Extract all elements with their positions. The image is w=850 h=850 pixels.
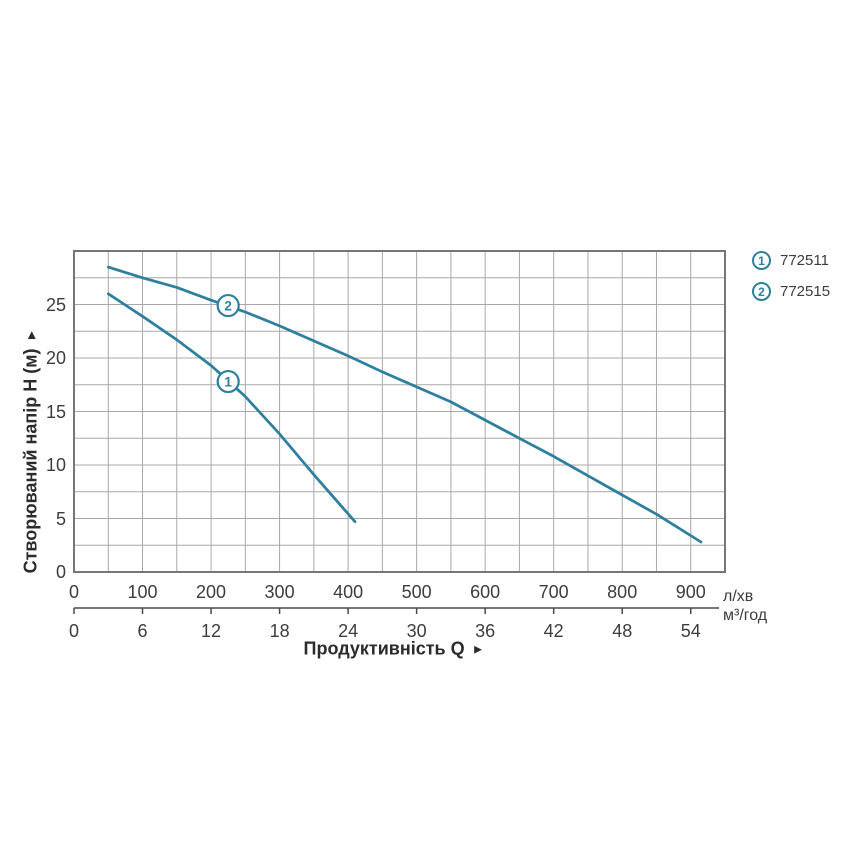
- y-tick-label-0: 0: [55, 562, 66, 582]
- x-secondary-tick-label-6: 6: [137, 621, 148, 641]
- primary-unit-label: л/хв: [723, 588, 754, 605]
- x-axis-title: Продуктивність Q ►: [304, 639, 485, 660]
- x-axis-arrow-icon: ►: [471, 641, 485, 657]
- x-secondary-tick-label-36: 36: [475, 621, 496, 641]
- curve-marker-2: 2: [216, 293, 240, 318]
- x-secondary-tick-label-24: 24: [338, 621, 359, 641]
- x-primary-tick-label-100: 100: [127, 582, 158, 602]
- svg-text:1: 1: [224, 374, 232, 389]
- legend: 1 772511 2 772515: [752, 251, 830, 301]
- y-tick-label-10: 10: [45, 455, 66, 475]
- secondary-x-axis: [73, 607, 719, 614]
- x-primary-tick-label-300: 300: [264, 582, 295, 602]
- x-axis-title-text: Продуктивність Q: [303, 638, 465, 659]
- x-primary-tick-label-700: 700: [538, 582, 569, 602]
- x-primary-tick-label-800: 800: [607, 582, 638, 602]
- y-tick-label-25: 25: [45, 294, 66, 315]
- x-primary-tick-label-0: 0: [68, 582, 79, 602]
- x-secondary-tick-label-12: 12: [201, 621, 222, 641]
- secondary-unit-label: м³/год: [723, 607, 768, 624]
- x-secondary-tick-label-18: 18: [269, 621, 290, 641]
- series-1-label: 772511: [780, 252, 829, 269]
- y-tick-label-20: 20: [45, 348, 66, 368]
- x-primary-tick-label-400: 400: [333, 582, 364, 602]
- svg-text:2: 2: [224, 298, 232, 313]
- x-primary-tick-label-600: 600: [470, 582, 501, 602]
- curve-772511: [106, 292, 357, 524]
- series-2-label: 772515: [780, 283, 831, 300]
- plot-border: [73, 250, 726, 573]
- y-tick-label-15: 15: [45, 401, 66, 422]
- grid: [74, 251, 725, 572]
- x-secondary-tick-label-30: 30: [406, 621, 427, 641]
- x-primary-tick-label-900: 900: [675, 582, 706, 602]
- series-1-marker-icon: 1: [752, 251, 771, 270]
- legend-item-772515: 2 772515: [752, 282, 830, 301]
- curve-772515: [106, 265, 703, 544]
- x-primary-tick-label-500: 500: [401, 582, 432, 602]
- legend-item-772511: 1 772511: [752, 251, 830, 270]
- y-tick-label-5: 5: [55, 508, 66, 529]
- y-axis-arrow-icon: ►: [23, 328, 39, 342]
- x-secondary-tick-label-0: 0: [68, 621, 79, 641]
- x-secondary-tick-label-42: 42: [543, 621, 564, 641]
- series-2-marker-icon: 2: [752, 282, 771, 301]
- x-primary-tick-label-200: 200: [196, 582, 227, 602]
- curve-marker-1: 1: [216, 369, 240, 394]
- x-secondary-tick-label-54: 54: [680, 621, 701, 641]
- x-secondary-tick-label-48: 48: [612, 621, 633, 641]
